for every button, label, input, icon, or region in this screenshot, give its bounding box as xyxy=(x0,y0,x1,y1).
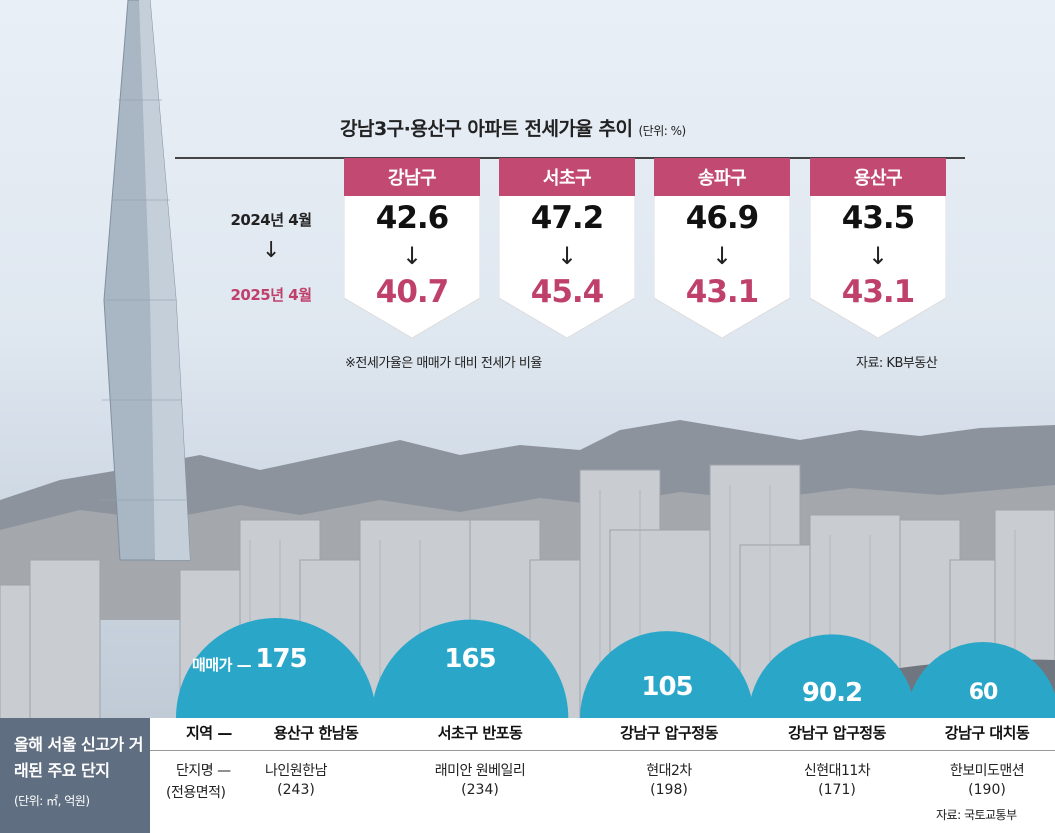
row-label-region: 지역 — xyxy=(186,724,232,742)
district-name: 강남구 xyxy=(387,168,437,189)
price-bubble xyxy=(907,642,1055,718)
complex-area: (234) xyxy=(461,782,499,798)
price-value: 60 xyxy=(968,680,999,705)
price-bubble xyxy=(176,618,376,718)
footnote: ※전세가율은 매매가 대비 전세가 비율 xyxy=(345,356,542,371)
region-label: 서초구 반포동 xyxy=(437,724,523,742)
price-value: 105 xyxy=(641,672,693,702)
district-name: 용산구 xyxy=(853,168,903,189)
down-arrow-icon: ↓ xyxy=(401,242,423,270)
row-label-2025: 2025년 4월 xyxy=(230,286,312,304)
price-prefix-label: 매매가 — xyxy=(192,656,252,674)
value-2025: 45.4 xyxy=(530,274,605,310)
region-label: 강남구 압구정동 xyxy=(788,724,886,742)
region-label: 강남구 압구정동 xyxy=(620,724,718,742)
bottom-title-panel: 올해 서울 신고가 거래된 주요 단지 (단위: ㎡, 억원) xyxy=(0,718,150,833)
table-divider xyxy=(150,750,1055,751)
value-2024: 43.5 xyxy=(841,200,916,236)
price-value: 175 xyxy=(255,644,307,674)
complex-name: 현대2차 xyxy=(646,763,692,779)
value-2024: 47.2 xyxy=(530,200,605,236)
district-card-yongsan: 용산구 43.5 ↓ 43.1 xyxy=(810,158,946,338)
district-card-seocho: 서초구 47.2 ↓ 45.4 xyxy=(499,158,635,338)
row-label-area: (전용면적) xyxy=(166,785,226,801)
value-2025: 43.1 xyxy=(685,274,760,310)
complex-name: 한보미도맨션 xyxy=(949,763,1025,779)
value-2024: 42.6 xyxy=(375,200,450,236)
complex-name: 신현대11차 xyxy=(803,763,871,779)
bottom-table xyxy=(0,718,1055,833)
complex-area: (171) xyxy=(818,782,856,798)
source-top: 자료: KB부동산 xyxy=(856,356,938,371)
complex-name: 나인원한남 xyxy=(265,763,327,779)
region-label: 용산구 한남동 xyxy=(273,724,359,742)
down-arrow-icon: ↓ xyxy=(556,242,578,270)
value-2025: 43.1 xyxy=(841,274,916,310)
row-arrow: ↓ xyxy=(262,238,280,263)
bottom-chart-title: 올해 서울 신고가 거래된 주요 단지 xyxy=(14,735,143,780)
bottom-chart-unit: (단위: ㎡, 억원) xyxy=(14,794,90,808)
top-chart-unit: (단위: %) xyxy=(638,124,686,138)
district-card-gangnam: 강남구 42.6 ↓ 40.7 xyxy=(344,158,480,338)
complex-area: (243) xyxy=(277,782,315,798)
region-label: 강남구 대치동 xyxy=(944,724,1030,742)
price-bubble xyxy=(580,631,754,718)
down-arrow-icon: ↓ xyxy=(711,242,733,270)
price-value: 90.2 xyxy=(801,678,863,708)
value-2025: 40.7 xyxy=(375,274,450,310)
row-label-2024: 2024년 4월 xyxy=(230,211,312,229)
district-card-songpa: 송파구 46.9 ↓ 43.1 xyxy=(654,158,790,338)
value-2024: 46.9 xyxy=(685,200,760,236)
price-bubble xyxy=(748,634,916,718)
top-chart-title: 강남3구·용산구 아파트 전세가율 추이 (단위: %) xyxy=(340,118,686,140)
price-value: 165 xyxy=(444,644,496,674)
down-arrow-icon: ↓ xyxy=(867,242,889,270)
district-name: 서초구 xyxy=(542,168,592,189)
source-bottom: 자료: 국토교통부 xyxy=(936,808,1017,822)
row-label-complex: 단지명 — xyxy=(176,763,231,779)
complex-name: 래미안 원베일리 xyxy=(434,763,526,779)
complex-area: (198) xyxy=(650,782,688,798)
district-name: 송파구 xyxy=(697,168,747,189)
price-bubble xyxy=(371,619,569,718)
complex-area: (190) xyxy=(968,782,1006,798)
